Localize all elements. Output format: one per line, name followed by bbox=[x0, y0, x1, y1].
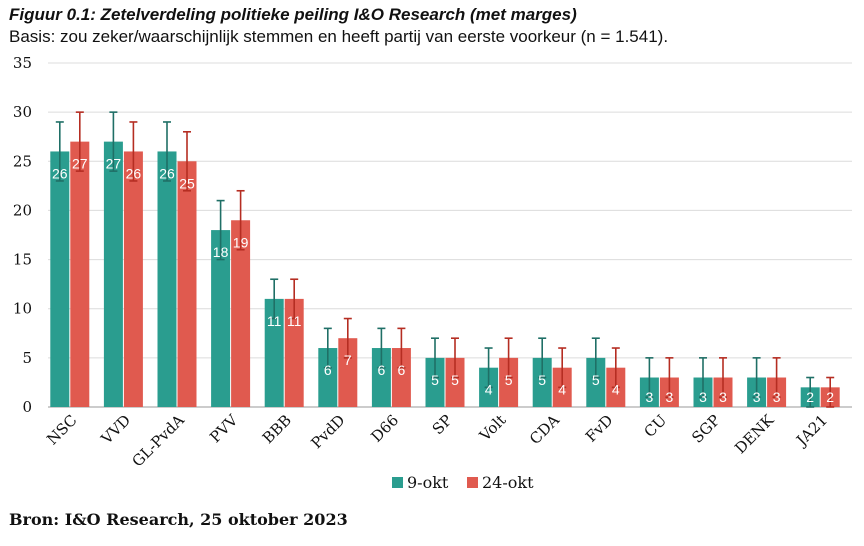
data-label: 2 bbox=[826, 389, 834, 405]
y-tick-label: 5 bbox=[22, 349, 32, 367]
bar bbox=[177, 161, 197, 407]
category-label: CDA bbox=[526, 411, 563, 448]
data-label: 26 bbox=[52, 165, 68, 181]
bar bbox=[445, 357, 465, 407]
legend-swatch bbox=[392, 477, 403, 488]
data-label: 26 bbox=[159, 165, 175, 181]
source-note: Bron: I&O Research, 25 oktober 2023 bbox=[9, 510, 348, 529]
data-label: 19 bbox=[233, 234, 249, 250]
category-label: NSC bbox=[43, 411, 80, 448]
data-label: 3 bbox=[699, 389, 707, 405]
data-label: 6 bbox=[398, 362, 406, 378]
category-label: BBB bbox=[259, 411, 295, 447]
y-tick-label: 30 bbox=[13, 103, 32, 121]
bar bbox=[318, 348, 338, 407]
y-tick-label: 35 bbox=[13, 54, 32, 72]
category-label: DENK bbox=[731, 411, 778, 458]
category-label: FvD bbox=[582, 411, 617, 446]
chart-title: Figuur 0.1: Zetelverdeling politieke pei… bbox=[9, 5, 577, 24]
data-label: 6 bbox=[324, 362, 332, 378]
data-label: 3 bbox=[646, 389, 654, 405]
data-label: 5 bbox=[538, 372, 546, 388]
bar bbox=[103, 141, 123, 407]
category-label: SP bbox=[429, 411, 456, 438]
bar bbox=[499, 357, 519, 407]
bar bbox=[264, 298, 284, 407]
y-tick-label: 0 bbox=[22, 398, 32, 416]
category-label: SGP bbox=[688, 411, 724, 447]
category-label: Volt bbox=[475, 411, 509, 445]
bar bbox=[284, 298, 304, 407]
y-tick-label: 15 bbox=[13, 251, 32, 269]
category-label: CU bbox=[640, 411, 670, 441]
bar bbox=[50, 151, 70, 407]
bar bbox=[123, 151, 143, 407]
data-label: 4 bbox=[612, 382, 620, 398]
legend-label: 24-okt bbox=[482, 473, 534, 492]
data-label: 2 bbox=[806, 389, 814, 405]
data-label: 5 bbox=[505, 372, 513, 388]
data-label: 3 bbox=[773, 389, 781, 405]
chart-subtitle: Basis: zou zeker/waarschijnlijk stemmen … bbox=[9, 27, 669, 46]
bar bbox=[391, 348, 411, 407]
bar bbox=[211, 230, 231, 407]
data-label: 3 bbox=[719, 389, 727, 405]
category-label: VVD bbox=[97, 411, 134, 448]
data-label: 4 bbox=[485, 382, 493, 398]
bar bbox=[586, 357, 606, 407]
data-label: 3 bbox=[666, 389, 674, 405]
legend-label: 9-okt bbox=[407, 473, 449, 492]
data-label: 5 bbox=[451, 372, 459, 388]
category-label: D66 bbox=[367, 411, 402, 446]
y-tick-label: 10 bbox=[13, 300, 32, 318]
bar bbox=[157, 151, 177, 407]
data-label: 25 bbox=[179, 175, 195, 191]
bar bbox=[70, 141, 90, 407]
bar bbox=[338, 338, 358, 407]
data-label: 6 bbox=[378, 362, 386, 378]
data-label: 5 bbox=[431, 372, 439, 388]
data-label: 27 bbox=[106, 156, 122, 172]
data-label: 11 bbox=[267, 313, 282, 329]
bar bbox=[532, 357, 552, 407]
bar bbox=[231, 220, 251, 407]
data-label: 27 bbox=[72, 156, 88, 172]
data-label: 18 bbox=[213, 244, 229, 260]
category-label: JA21 bbox=[791, 411, 831, 451]
data-label: 11 bbox=[287, 313, 302, 329]
data-label: 26 bbox=[126, 165, 142, 181]
category-label: PVV bbox=[206, 410, 242, 446]
legend-swatch bbox=[467, 477, 478, 488]
bar bbox=[425, 357, 445, 407]
category-label: PvdD bbox=[307, 411, 348, 452]
data-label: 3 bbox=[753, 389, 761, 405]
y-tick-label: 20 bbox=[13, 201, 32, 219]
data-label: 7 bbox=[344, 352, 352, 368]
category-label: GL-PvdA bbox=[128, 411, 188, 471]
data-label: 4 bbox=[558, 382, 566, 398]
bar bbox=[371, 348, 391, 407]
data-label: 5 bbox=[592, 372, 600, 388]
y-tick-label: 25 bbox=[13, 152, 32, 170]
